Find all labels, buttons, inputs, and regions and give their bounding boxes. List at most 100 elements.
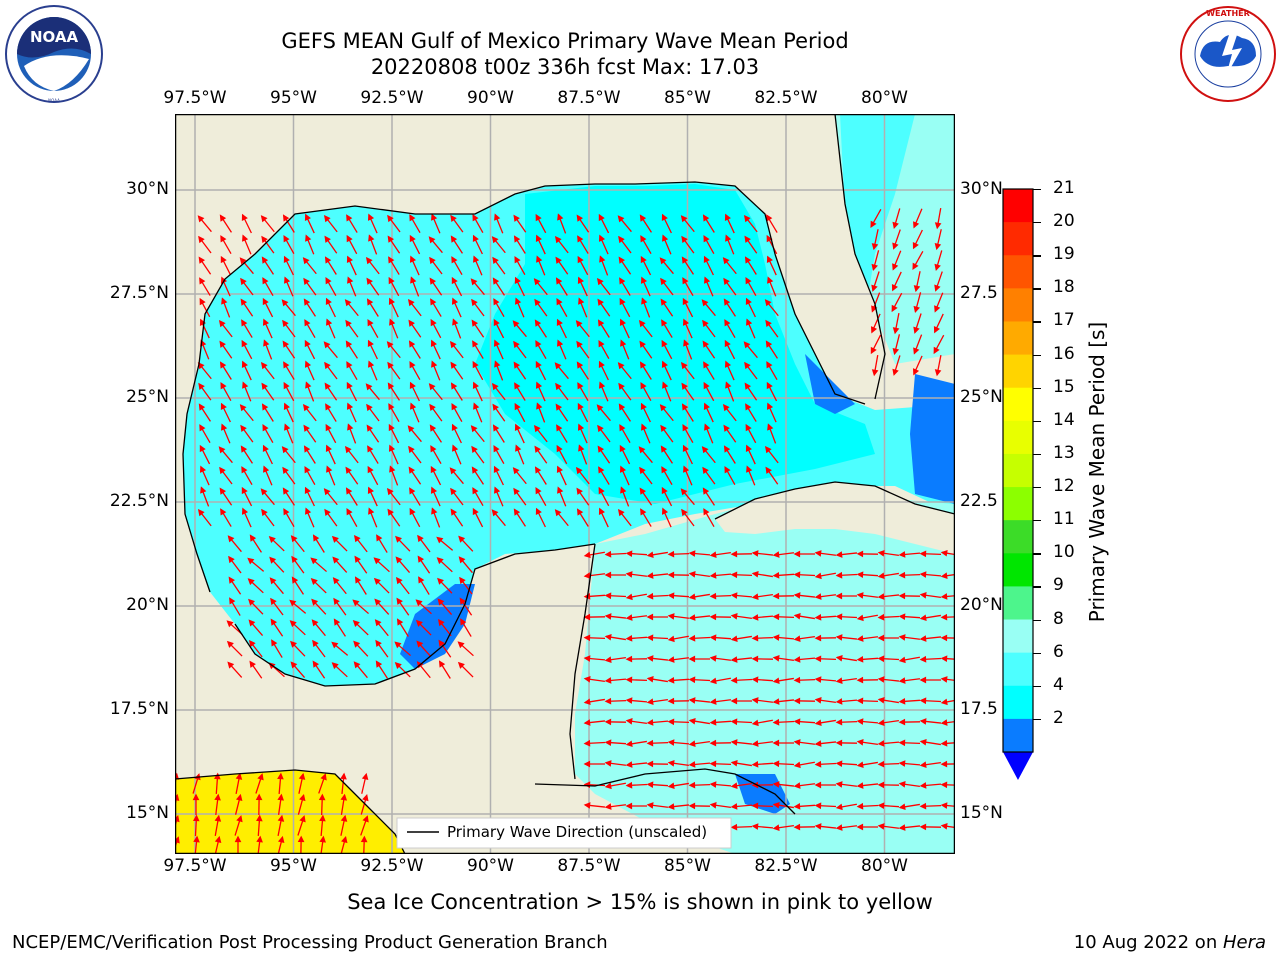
wave-arrow bbox=[618, 256, 632, 275]
wave-arrow bbox=[682, 444, 693, 465]
wave-arrow bbox=[898, 677, 921, 684]
wave-arrow bbox=[376, 534, 388, 553]
chart-title-line1: GEFS MEAN Gulf of Mexico Primary Wave Me… bbox=[281, 29, 849, 53]
wave-arrow bbox=[472, 381, 483, 402]
wave-arrow bbox=[661, 466, 673, 485]
wave-arrow bbox=[417, 555, 431, 574]
wave-arrow bbox=[534, 298, 548, 317]
wave-arrow bbox=[934, 292, 944, 313]
wave-arrow bbox=[919, 761, 941, 768]
wave-arrow bbox=[304, 466, 316, 486]
wave-arrow bbox=[290, 661, 306, 678]
wave-arrow bbox=[934, 208, 942, 230]
wave-arrow bbox=[240, 277, 254, 296]
wave-arrow bbox=[940, 698, 955, 706]
wave-arrow bbox=[340, 772, 347, 795]
svg-text:NOAA: NOAA bbox=[48, 98, 60, 103]
wave-arrow bbox=[596, 404, 611, 422]
wave-arrow bbox=[535, 234, 546, 255]
wave-arrow bbox=[388, 276, 400, 297]
wave-arrow bbox=[814, 802, 837, 810]
wave-arrow bbox=[346, 402, 357, 423]
wave-arrow bbox=[472, 214, 484, 234]
wave-arrow bbox=[277, 814, 285, 836]
wave-arrow bbox=[597, 298, 611, 317]
wave-arrow bbox=[255, 773, 264, 794]
wave-arrow bbox=[556, 465, 567, 486]
wave-arrow bbox=[332, 556, 348, 573]
wave-arrow bbox=[221, 297, 231, 318]
wave-arrow bbox=[367, 465, 379, 486]
wave-arrow bbox=[261, 382, 275, 401]
wave-arrow bbox=[576, 340, 590, 359]
wave-arrow bbox=[218, 446, 233, 464]
wave-arrow bbox=[744, 361, 758, 380]
lat-tick-label-right: 30°N bbox=[960, 179, 1003, 199]
colorbar-tick-label: 18 bbox=[1053, 277, 1075, 298]
wave-arrow bbox=[332, 577, 347, 595]
wave-arrow bbox=[682, 318, 693, 339]
wave-arrow bbox=[680, 361, 695, 380]
wave-arrow bbox=[619, 318, 630, 339]
wave-arrow bbox=[340, 814, 348, 836]
colorbar-tick-mark bbox=[1033, 652, 1041, 654]
wave-arrow bbox=[661, 339, 673, 360]
wave-arrow bbox=[625, 802, 647, 810]
wave-arrow bbox=[660, 424, 674, 443]
colorbar-tick-mark bbox=[1033, 453, 1041, 456]
wave-arrow bbox=[913, 208, 923, 229]
sea-ice-note: Sea Ice Concentration > 15% is shown in … bbox=[347, 890, 933, 914]
colorbar-band bbox=[1003, 387, 1033, 422]
colorbar-tick-label: 9 bbox=[1053, 575, 1064, 596]
wave-arrow bbox=[260, 488, 275, 506]
wave-arrow bbox=[625, 550, 648, 557]
wave-arrow bbox=[730, 550, 753, 558]
lon-tick-label: 95°W bbox=[270, 856, 317, 876]
wave-arrow bbox=[898, 718, 921, 726]
wave-arrow bbox=[577, 255, 589, 276]
lat-tick-label-left: 30°N bbox=[126, 179, 169, 199]
wave-arrow bbox=[410, 276, 420, 297]
wave-arrow bbox=[701, 446, 716, 464]
wave-arrow bbox=[898, 803, 920, 811]
wave-arrow bbox=[366, 403, 380, 422]
wave-arrow bbox=[598, 466, 610, 485]
wave-arrow bbox=[898, 781, 920, 788]
wave-arrow bbox=[298, 772, 306, 794]
wave-arrow bbox=[793, 803, 816, 810]
wave-arrow bbox=[661, 360, 672, 381]
wave-arrow bbox=[659, 257, 674, 275]
wave-arrow bbox=[199, 424, 211, 443]
wave-arrow bbox=[310, 557, 327, 573]
wave-arrow bbox=[597, 424, 611, 443]
wave-arrow bbox=[493, 465, 504, 486]
wave-arrow bbox=[772, 613, 795, 621]
wave-arrow bbox=[555, 256, 569, 275]
wave-arrow bbox=[494, 486, 504, 507]
colorbar-label: Primary Wave Mean Period [s] bbox=[1085, 321, 1109, 623]
wave-arrow bbox=[436, 536, 454, 551]
wave-arrow bbox=[625, 635, 648, 642]
wave-arrow bbox=[891, 292, 903, 313]
wave-arrow bbox=[333, 618, 346, 637]
wave-arrow bbox=[625, 655, 648, 663]
wave-arrow bbox=[345, 487, 358, 506]
wave-arrow bbox=[535, 487, 547, 507]
wave-arrow bbox=[660, 445, 673, 464]
wave-arrow bbox=[319, 814, 326, 837]
wave-arrow bbox=[703, 235, 715, 255]
colorbar-tick-label: 21 bbox=[1053, 178, 1075, 198]
wave-arrow bbox=[557, 486, 567, 507]
wave-arrow bbox=[282, 466, 296, 485]
wave-arrow bbox=[661, 319, 673, 338]
wave-arrow bbox=[240, 424, 254, 443]
wave-arrow bbox=[764, 299, 779, 317]
wave-arrow bbox=[688, 740, 710, 747]
lat-tick-label-right: 20°N bbox=[960, 595, 1003, 615]
wave-arrow bbox=[793, 761, 815, 769]
wave-arrow bbox=[639, 487, 653, 506]
wave-arrow bbox=[814, 550, 837, 557]
wave-arrow bbox=[416, 640, 432, 657]
wave-arrow bbox=[743, 214, 758, 233]
wave-arrow bbox=[766, 381, 778, 402]
